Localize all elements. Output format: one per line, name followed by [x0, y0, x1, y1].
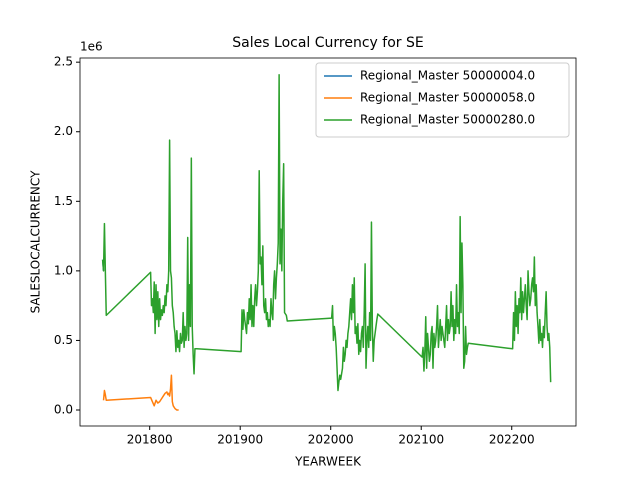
- legend-label: Regional_Master 50000058.0: [360, 91, 535, 105]
- y-tick-label: 0.5: [54, 333, 73, 347]
- y-tick-label: 0.0: [54, 403, 73, 417]
- legend-label: Regional_Master 50000280.0: [360, 113, 535, 127]
- legend-box: [315, 62, 570, 138]
- y-tick-label: 2.5: [54, 55, 73, 69]
- line: [101, 73, 552, 392]
- x-axis-label: YEARWEEK: [294, 455, 362, 469]
- chart-title: Sales Local Currency for SE: [232, 35, 423, 51]
- line: [102, 374, 179, 411]
- x-tick-label: 202100: [398, 433, 444, 447]
- x-tick-label: 202000: [308, 433, 354, 447]
- x-tick-label: 201800: [127, 433, 173, 447]
- y-tick-label: 1.0: [54, 263, 73, 277]
- y-tick-label: 2.0: [54, 124, 73, 138]
- y-axis-label: SALESLOCALCURRENCY: [29, 170, 43, 313]
- plot-frame: [79, 57, 577, 427]
- x-tick-label: 201900: [217, 433, 263, 447]
- y-tick-label: 1.5: [54, 194, 73, 208]
- legend-label: Regional_Master 50000004.0: [360, 69, 535, 83]
- x-tick-label: 202200: [489, 433, 535, 447]
- y-offset-label: 1e6: [80, 40, 103, 54]
